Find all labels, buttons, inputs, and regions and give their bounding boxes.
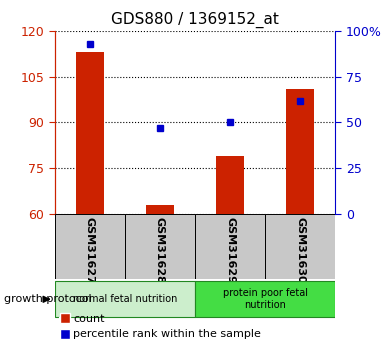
Bar bbox=[286, 89, 314, 214]
Bar bbox=[195, 282, 335, 317]
Bar bbox=[146, 205, 174, 214]
Bar bbox=[265, 214, 335, 279]
Text: GSM31630: GSM31630 bbox=[295, 217, 305, 284]
Text: GSM31627: GSM31627 bbox=[85, 217, 95, 284]
Text: GSM31629: GSM31629 bbox=[225, 217, 235, 284]
Bar bbox=[55, 214, 125, 279]
Bar bbox=[216, 156, 244, 214]
Text: GSM31628: GSM31628 bbox=[155, 217, 165, 284]
Bar bbox=[125, 214, 195, 279]
Bar bbox=[55, 282, 195, 317]
Bar bbox=[195, 214, 265, 279]
Text: growth protocol: growth protocol bbox=[4, 294, 92, 304]
Legend: count, percentile rank within the sample: count, percentile rank within the sample bbox=[60, 314, 261, 339]
Text: protein poor fetal
nutrition: protein poor fetal nutrition bbox=[223, 288, 308, 310]
Text: normal fetal nutrition: normal fetal nutrition bbox=[73, 294, 177, 304]
Bar bbox=[76, 52, 104, 214]
Title: GDS880 / 1369152_at: GDS880 / 1369152_at bbox=[111, 12, 279, 28]
